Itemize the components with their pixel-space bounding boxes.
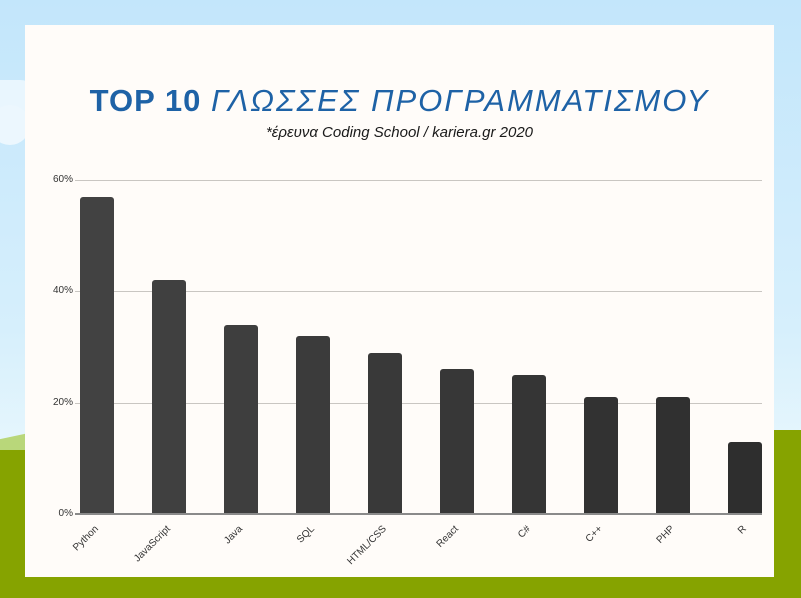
gridline xyxy=(75,180,762,181)
gridline xyxy=(75,402,762,404)
bar-html-css xyxy=(368,352,402,514)
chart-title: TOP 10 ΓΛΩΣΣΕΣ ΠΡΟΓΡΑΜΜΑΤΙΣΜΟΥ xyxy=(25,83,774,119)
bar-php xyxy=(656,397,690,514)
bar-react xyxy=(440,369,474,514)
title-bold: TOP 10 xyxy=(89,83,202,118)
x-axis-baseline xyxy=(75,513,762,515)
bar-javascript xyxy=(152,280,186,514)
y-tick-label: 60% xyxy=(52,174,73,185)
bar-sql xyxy=(296,335,330,514)
y-tick-label: 40% xyxy=(52,285,73,297)
bar-r xyxy=(728,441,762,514)
bar-c- xyxy=(584,397,618,514)
y-tick-label: 0% xyxy=(58,508,73,519)
chart-subtitle: *έρευνα Coding School / kariera.gr 2020 xyxy=(265,124,534,141)
plot-area: 0% 20% 40% 60% Python JavaScript Java SQL HTML/C… xyxy=(25,25,774,577)
chart-card: TOP 10 ΓΛΩΣΣΕΣ ΠΡΟΓΡΑΜΜΑΤΙΣΜΟΥ *έρευνα C… xyxy=(25,25,774,577)
y-tick-label: 20% xyxy=(52,396,73,408)
bar-python xyxy=(80,196,114,514)
title-italic: ΓΛΩΣΣΕΣ ΠΡΟΓΡΑΜΜΑΤΙΣΜΟΥ xyxy=(210,83,710,118)
bar-java xyxy=(224,324,258,514)
gridline xyxy=(75,291,762,293)
bar-c- xyxy=(512,374,546,514)
